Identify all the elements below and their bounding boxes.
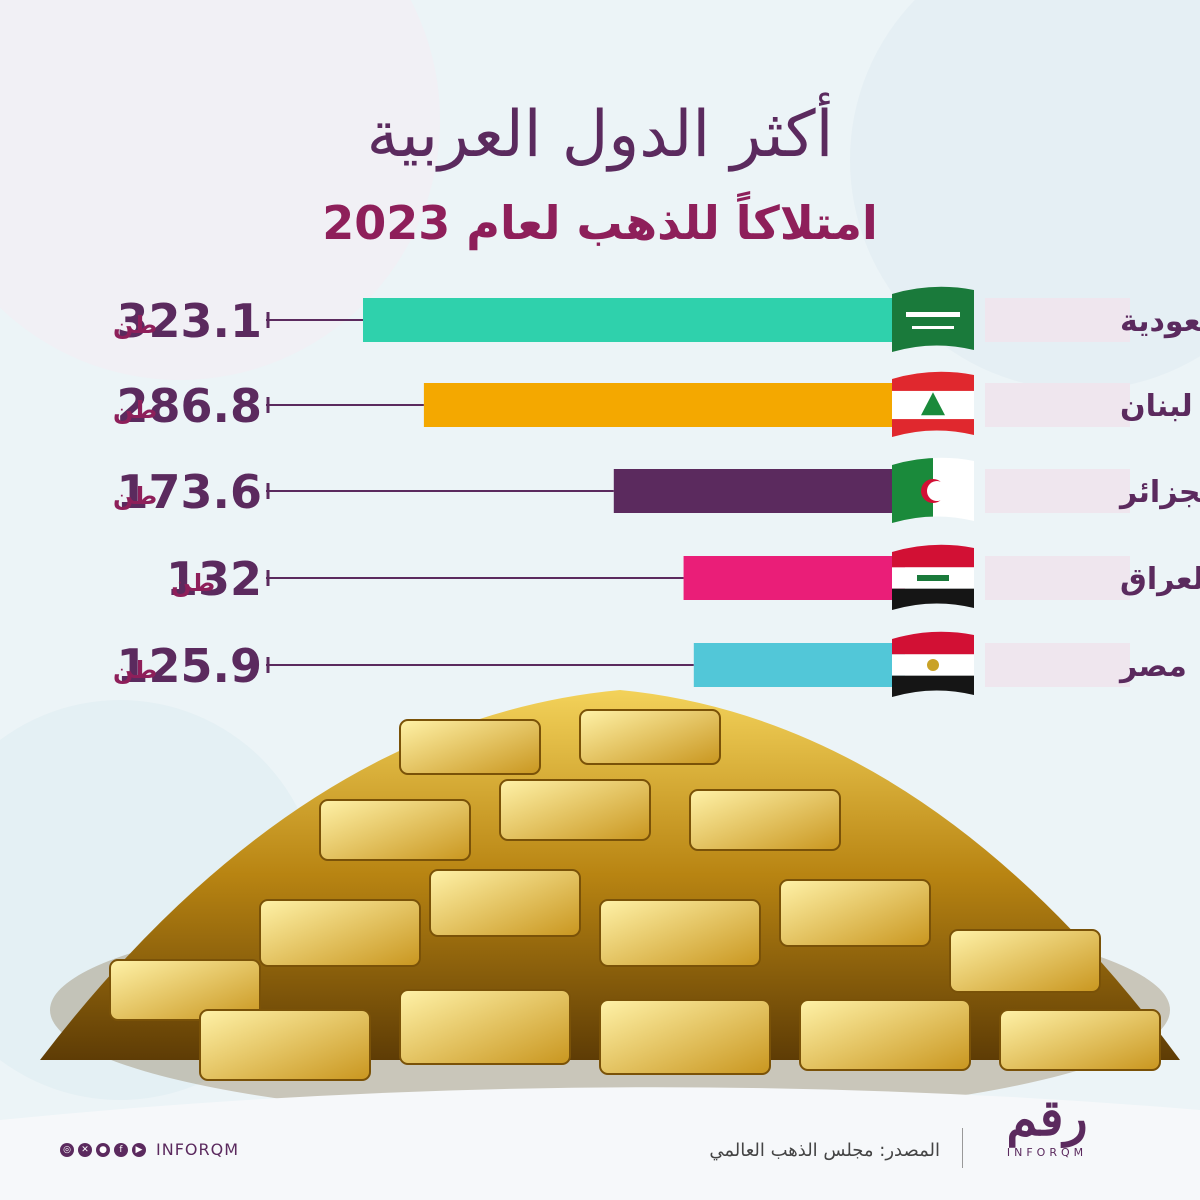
value-label: 132: [166, 552, 262, 606]
bar-1: [423, 383, 905, 427]
country-label: السعودية: [1120, 304, 1200, 339]
country-label-bg: [985, 643, 1130, 687]
country-label-bg: [985, 469, 1130, 513]
unit-label: طن: [113, 482, 157, 510]
value-label: 125.9: [116, 639, 262, 693]
country-label: مصر: [1118, 649, 1187, 684]
egypt-flag-icon: [892, 631, 974, 697]
unit-label: طن: [171, 569, 215, 597]
algeria-flag-icon: [892, 457, 974, 523]
value-label: 286.8: [116, 379, 262, 433]
instagram-icon[interactable]: ◎: [60, 1142, 74, 1157]
bar-4: [693, 643, 905, 687]
logo-arabic: رقم: [1006, 1088, 1088, 1147]
bar-chart: السعودية323.1طنلبنان286.8طنالجزائر173.6ط…: [113, 286, 1200, 697]
facebook-icon[interactable]: f: [114, 1142, 128, 1157]
country-label-bg: [985, 383, 1130, 427]
bar-0: [363, 298, 905, 342]
unit-label: طن: [113, 396, 157, 424]
social-handle: ◎ ✕ ● f ▶ INFORQM: [60, 1140, 239, 1159]
iraq-flag-icon: [892, 544, 974, 610]
unit-label: طن: [113, 656, 157, 684]
unit-label: طن: [113, 311, 157, 339]
country-label: العراق: [1120, 562, 1200, 597]
source-note: المصدر: مجلس الذهب العالمي: [709, 1140, 940, 1161]
value-label: 323.1: [116, 294, 262, 348]
value-label: 173.6: [116, 465, 262, 519]
snapchat-icon[interactable]: ●: [96, 1142, 110, 1157]
bar-2: [613, 469, 905, 513]
youtube-icon[interactable]: ▶: [132, 1142, 146, 1157]
x-icon[interactable]: ✕: [78, 1142, 92, 1157]
saudi-flag-icon: [892, 286, 974, 352]
inforqm-logo: رقم INFORQM: [982, 1090, 1112, 1170]
country-label: الجزائر: [1118, 475, 1200, 510]
chart-title: أكثر الدول العربية: [366, 98, 834, 172]
country-label-bg: [985, 298, 1130, 342]
country-label-bg: [985, 556, 1130, 600]
handle-text: INFORQM: [156, 1140, 239, 1159]
gold-bars-pile: [40, 690, 1180, 1120]
lebanon-flag-icon: [892, 371, 974, 437]
country-label: لبنان: [1120, 389, 1193, 424]
chart-subtitle: امتلاكاً للذهب لعام 2023: [322, 196, 878, 250]
logo-latin: INFORQM: [1006, 1146, 1088, 1159]
bar-3: [683, 556, 905, 600]
footer-divider: [962, 1128, 963, 1168]
